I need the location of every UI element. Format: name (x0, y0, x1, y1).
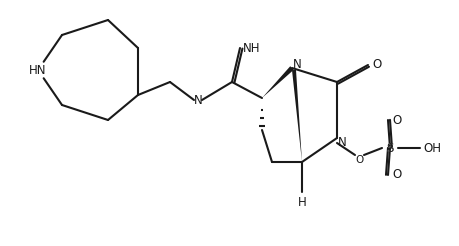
Polygon shape (262, 66, 293, 98)
Text: HN: HN (29, 63, 47, 77)
Text: N: N (193, 93, 202, 107)
Text: NH: NH (243, 42, 260, 55)
Text: O: O (355, 155, 364, 165)
Text: OH: OH (422, 141, 440, 154)
Text: S: S (386, 141, 393, 154)
Text: H: H (297, 196, 306, 209)
Text: N: N (292, 58, 301, 71)
Text: S: S (386, 141, 393, 154)
Text: O: O (392, 113, 401, 126)
Text: O: O (372, 58, 381, 71)
Text: N: N (337, 136, 346, 149)
Polygon shape (291, 70, 302, 162)
Text: O: O (392, 169, 401, 182)
